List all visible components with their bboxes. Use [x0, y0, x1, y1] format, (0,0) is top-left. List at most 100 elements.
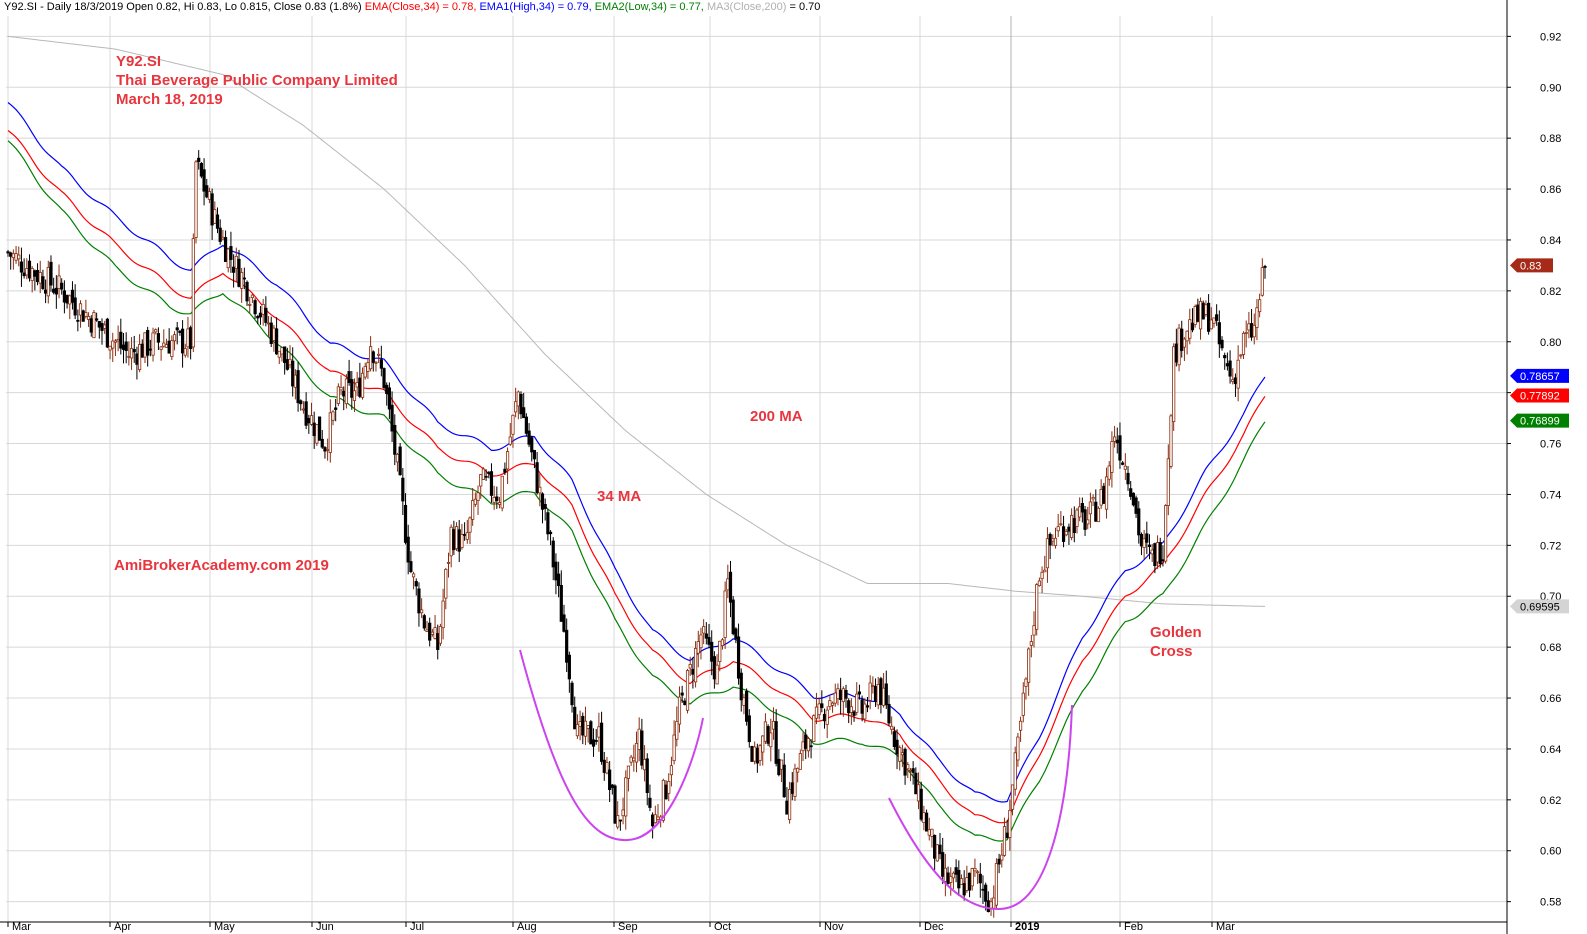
candle-body — [62, 290, 67, 303]
candle — [731, 596, 735, 636]
candle-body — [138, 344, 142, 371]
candle — [704, 622, 708, 645]
chart-header: Y92.SI - Daily 18/3/2019 Open 0.82, Hi 0… — [4, 1, 820, 13]
candle — [839, 677, 843, 715]
candle — [551, 537, 555, 581]
candle — [183, 343, 187, 358]
candle-body — [68, 295, 72, 305]
candle-body — [398, 446, 402, 476]
candle — [420, 598, 424, 619]
candle — [304, 392, 308, 430]
candle-body — [621, 809, 625, 817]
candle-body — [1086, 519, 1090, 525]
candle-body — [1013, 752, 1017, 790]
candle-body — [677, 696, 682, 725]
symbol-info: Y92.SI - Daily 18/3/2019 Open 0.82, Hi 0… — [4, 1, 362, 13]
candle-body — [500, 475, 504, 509]
candle-body — [624, 777, 628, 817]
candle — [151, 327, 155, 362]
candle-body — [656, 816, 660, 821]
candle — [884, 670, 888, 709]
candle-body — [86, 316, 91, 320]
candle-body — [9, 252, 13, 257]
value-badge-shape — [1510, 258, 1553, 273]
candle-body — [180, 328, 185, 354]
ma200-line — [7, 35, 1265, 607]
candle-body — [554, 561, 558, 581]
candle — [360, 367, 365, 400]
candle-body — [253, 300, 257, 315]
candle — [291, 347, 295, 397]
candle-body — [403, 504, 408, 543]
candle-body — [355, 382, 359, 388]
ema-lines — [7, 102, 1266, 842]
candle — [433, 615, 437, 640]
candle-body — [841, 688, 845, 703]
candle — [876, 676, 880, 710]
candle — [172, 331, 177, 351]
candle-body — [927, 829, 931, 836]
candle — [1134, 495, 1138, 518]
candle-body — [882, 687, 886, 706]
candle — [54, 275, 58, 309]
candle — [664, 780, 668, 800]
candle-body — [35, 270, 40, 283]
candle — [100, 318, 104, 345]
candle — [283, 346, 287, 375]
candle — [189, 325, 193, 360]
candle-body — [285, 359, 289, 370]
candle — [382, 367, 386, 390]
candle-body — [1115, 439, 1119, 444]
candle — [60, 278, 64, 295]
candle — [626, 765, 631, 792]
candle-body — [1247, 323, 1251, 331]
candle — [331, 409, 335, 426]
candle-body — [712, 656, 716, 680]
candle — [1201, 300, 1205, 320]
candle — [1150, 543, 1154, 563]
candle-body — [296, 370, 300, 404]
candle-body — [438, 625, 443, 644]
candle — [817, 697, 821, 720]
value-badge-label: 0.77892 — [1520, 390, 1560, 402]
price-tick-label: 0.58 — [1540, 897, 1561, 909]
candle — [798, 749, 802, 770]
candle — [1005, 820, 1009, 839]
candle-body — [320, 438, 324, 448]
candle-body — [460, 534, 464, 549]
candle-body — [1037, 580, 1041, 587]
candle — [30, 266, 34, 293]
candle — [578, 710, 582, 741]
candle — [315, 424, 319, 446]
candle — [1078, 497, 1082, 522]
candle-body — [505, 451, 510, 470]
candle-body — [514, 401, 518, 413]
candle — [895, 729, 899, 770]
watermark-note: AmiBrokerAcademy.com 2019 — [114, 557, 329, 574]
candle-body — [1150, 549, 1154, 555]
candle-body — [1008, 809, 1012, 838]
candle — [634, 731, 639, 773]
candle-body — [360, 372, 365, 398]
candle-body — [156, 333, 161, 343]
candle-body — [836, 688, 840, 700]
candle — [742, 693, 746, 715]
candle-body — [170, 340, 174, 357]
candle-body — [667, 781, 671, 794]
candle-body — [422, 615, 426, 629]
candle — [1182, 337, 1187, 362]
candle-body — [1129, 488, 1133, 497]
candle-body — [164, 344, 169, 348]
candle-body — [127, 355, 131, 358]
candle-body — [352, 390, 357, 401]
candle — [1252, 313, 1256, 345]
price-tick-label: 0.86 — [1540, 184, 1561, 196]
candle-body — [742, 697, 746, 706]
candle-body — [103, 324, 107, 329]
candle-body — [653, 814, 657, 824]
ma200-path — [7, 35, 1265, 607]
candle-body — [562, 614, 566, 632]
candle-body — [1241, 332, 1246, 355]
candle-body — [573, 706, 577, 730]
candle — [1123, 453, 1127, 480]
